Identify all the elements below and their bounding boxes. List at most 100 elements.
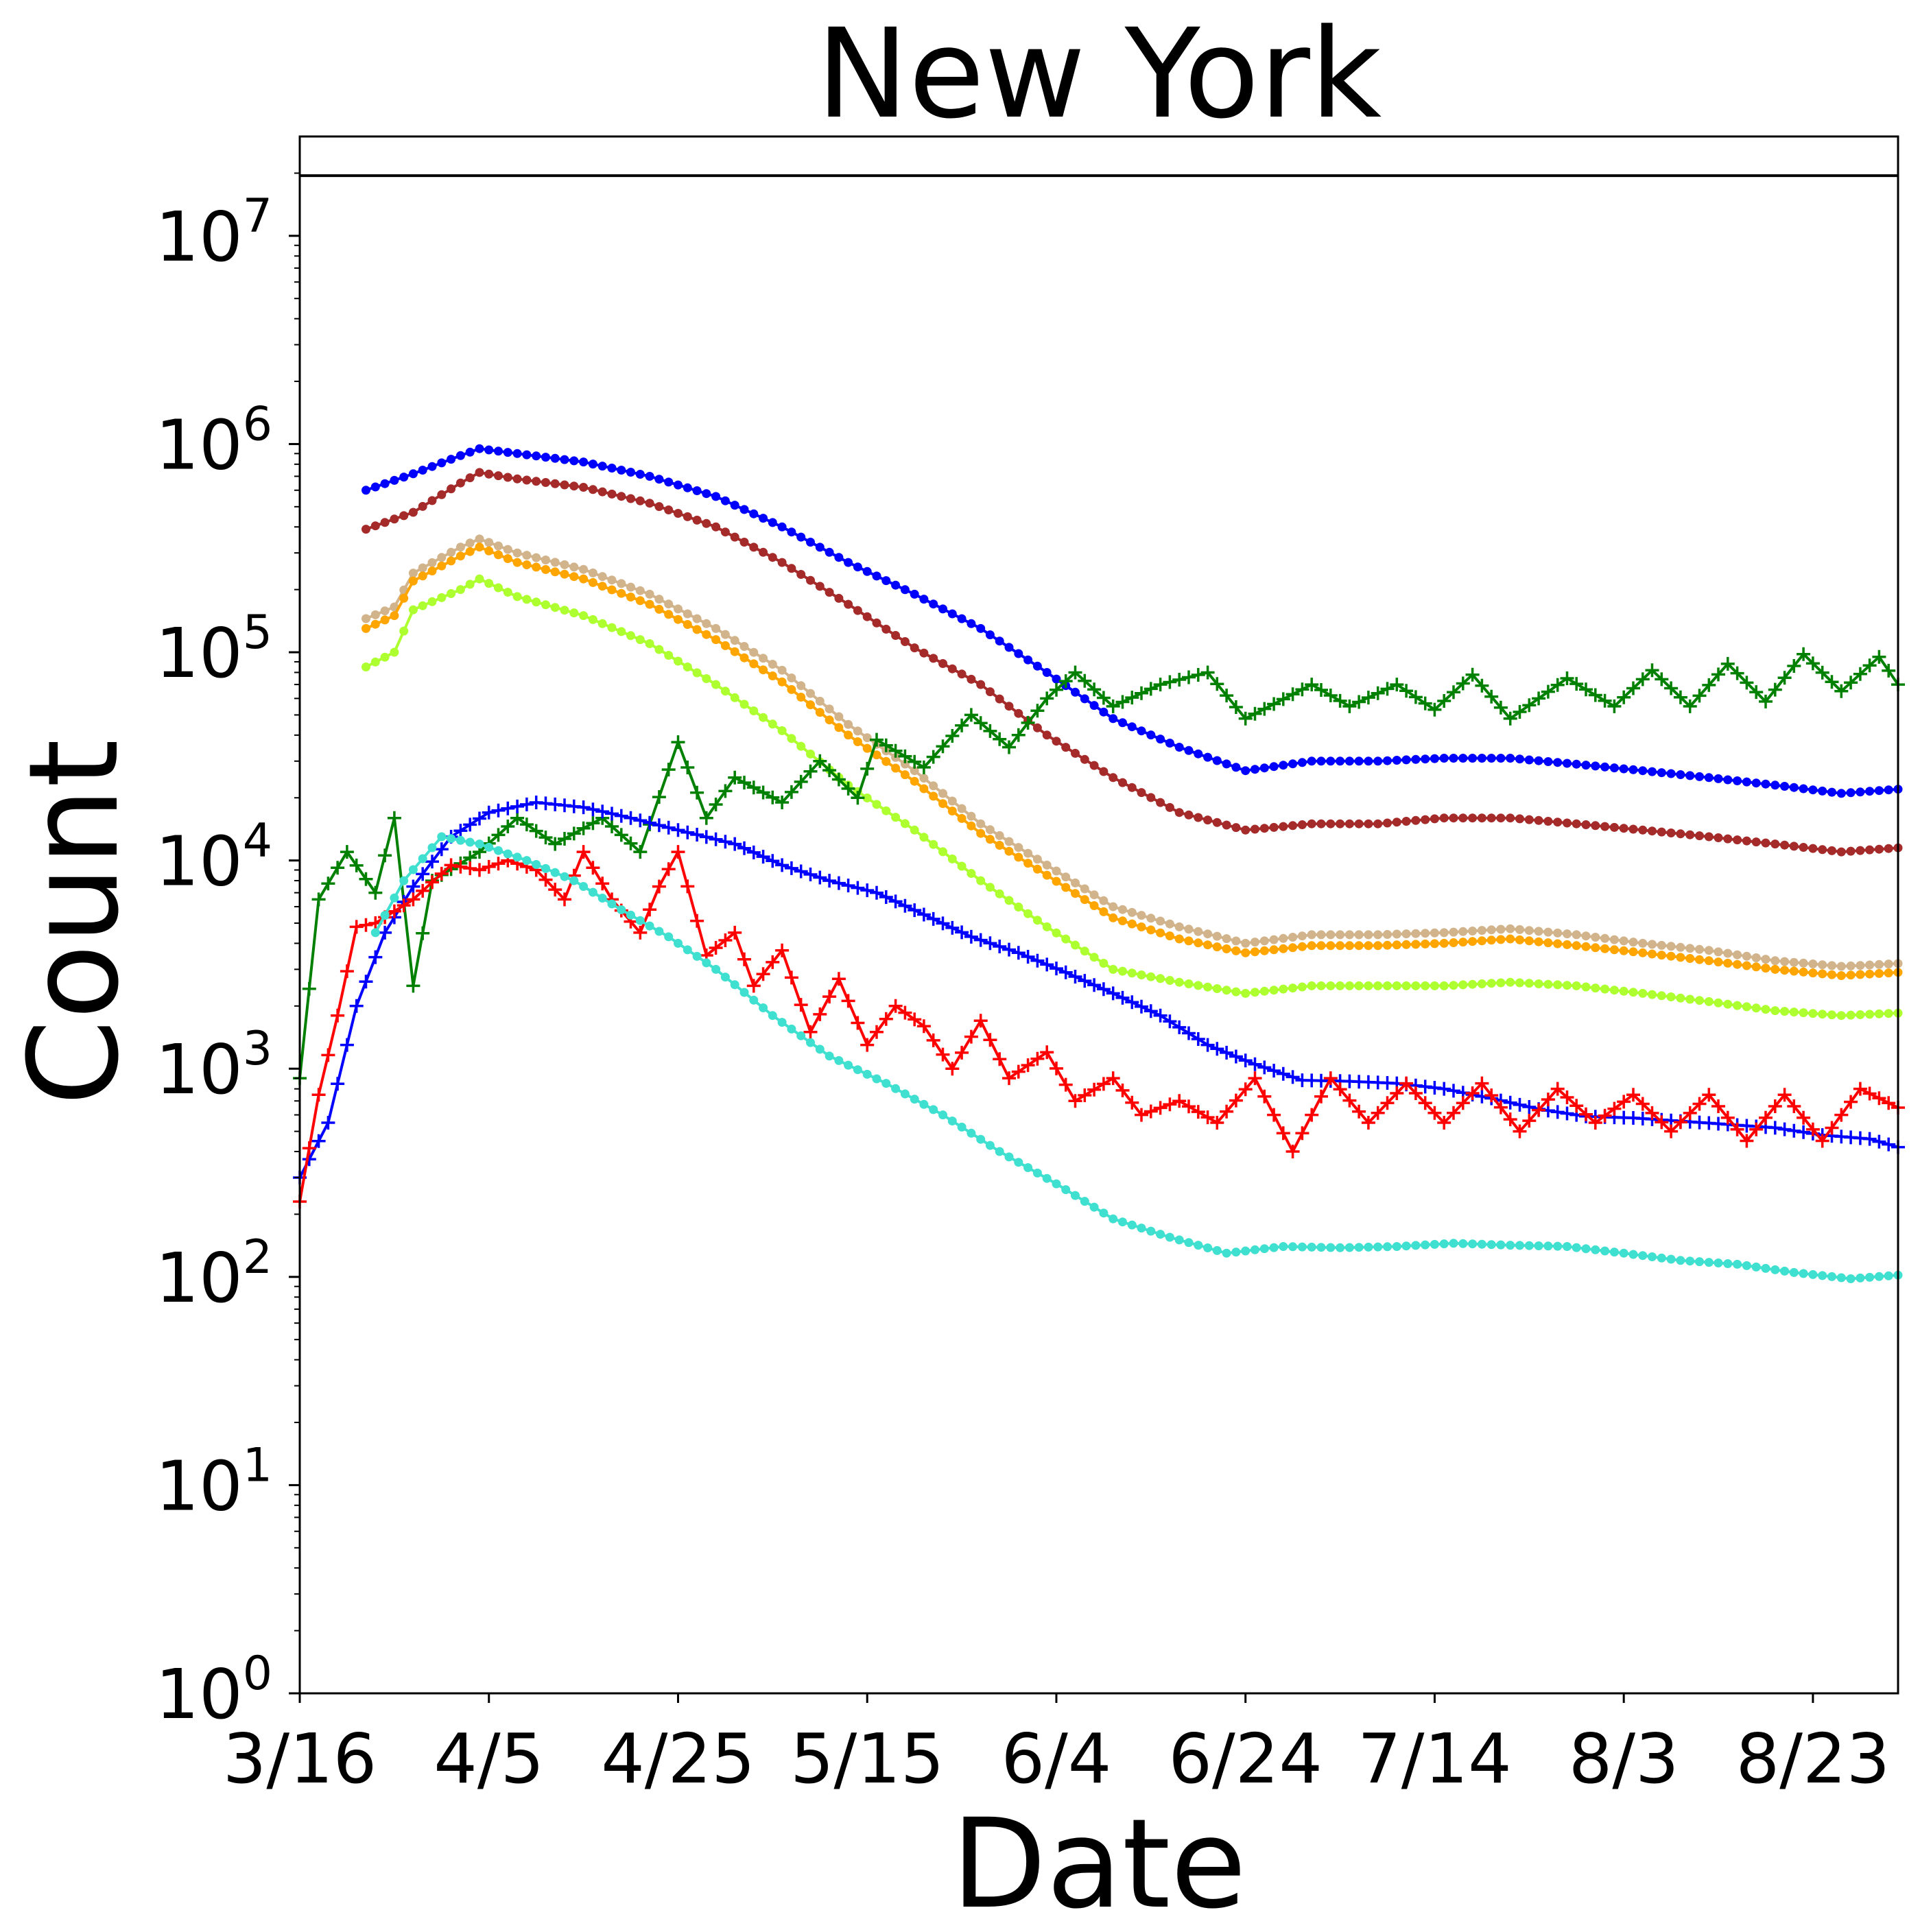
data-point: [1203, 1243, 1213, 1252]
data-point: [1184, 1238, 1194, 1248]
data-point: [1297, 942, 1307, 951]
data-point: [595, 876, 610, 891]
data-point: [844, 599, 853, 609]
data-point: [349, 920, 364, 934]
data-point: [938, 789, 947, 798]
data-point: [1522, 1114, 1537, 1128]
plot-area: [293, 174, 1905, 1283]
data-point: [718, 933, 733, 947]
data-point: [957, 614, 967, 623]
data-point: [447, 556, 456, 566]
data-point: [938, 659, 947, 668]
data-point: [503, 545, 512, 554]
data-point: [1061, 934, 1071, 944]
data-point: [1191, 1105, 1205, 1119]
data-point: [1184, 936, 1194, 946]
data-point: [699, 830, 713, 844]
data-point: [1591, 933, 1600, 942]
data-point: [1418, 696, 1432, 711]
data-point: [1720, 656, 1735, 671]
data-point: [674, 509, 683, 518]
data-point: [501, 820, 515, 833]
data-point: [888, 999, 903, 1013]
data-point: [1174, 977, 1184, 987]
data-point: [1099, 959, 1109, 968]
data-point: [1797, 647, 1811, 661]
data-point: [654, 927, 664, 936]
data-point: [1456, 1096, 1470, 1110]
data-point: [1259, 763, 1269, 773]
data-point: [538, 831, 553, 845]
data-point: [1238, 1053, 1253, 1068]
data-point: [860, 761, 875, 776]
data-point: [1411, 1241, 1421, 1250]
data-point: [1477, 936, 1486, 946]
data-point: [550, 558, 560, 567]
data-point: [1269, 935, 1279, 944]
data-point: [1609, 763, 1619, 773]
data-point: [633, 813, 648, 828]
data-point: [1846, 788, 1856, 798]
data-point: [711, 492, 721, 501]
data-point: [1468, 754, 1478, 763]
data-point: [455, 585, 465, 595]
data-point: [1704, 773, 1714, 783]
data-point: [1563, 929, 1572, 939]
data-point: [976, 819, 986, 828]
data-point: [1182, 670, 1196, 684]
data-point: [1174, 808, 1184, 818]
data-point: [1655, 1115, 1669, 1130]
data-point: [1323, 689, 1338, 702]
data-point: [1799, 843, 1808, 852]
data-point: [503, 473, 512, 482]
data-point: [872, 618, 881, 628]
data-point: [806, 575, 815, 585]
data-point: [1799, 1008, 1808, 1018]
data-point: [550, 603, 560, 612]
data-point: [900, 770, 910, 780]
data-point: [1759, 694, 1773, 708]
data-point: [1524, 815, 1534, 824]
data-point: [1172, 1020, 1187, 1034]
data-point: [891, 580, 901, 590]
data-point: [1645, 663, 1659, 678]
data-point: [1184, 810, 1194, 820]
data-point: [359, 918, 373, 932]
data-point: [1257, 1089, 1272, 1104]
data-point: [692, 614, 702, 623]
data-point: [919, 595, 929, 604]
data-point: [418, 563, 427, 573]
data-point: [1089, 953, 1099, 962]
data-point: [1109, 964, 1118, 974]
data-point: [390, 475, 399, 485]
data-point: [408, 508, 418, 517]
data-point: [853, 1065, 862, 1075]
data-point: [1475, 1076, 1489, 1090]
series-line: [298, 850, 1899, 1202]
data-point: [964, 1029, 978, 1044]
data-point: [1458, 754, 1468, 763]
data-point: [1342, 699, 1357, 713]
data-point: [1156, 735, 1165, 744]
data-point: [1572, 759, 1581, 769]
data-point: [1761, 838, 1770, 848]
data-point: [617, 466, 626, 475]
data-point: [1163, 1014, 1177, 1029]
data-point: [1827, 787, 1836, 797]
data-point: [437, 593, 447, 602]
data-point: [321, 1116, 335, 1130]
data-point: [916, 760, 931, 774]
data-point: [1862, 658, 1877, 673]
data-point: [1137, 911, 1146, 920]
data-point: [626, 631, 635, 641]
data-point: [624, 836, 638, 850]
data-point: [825, 588, 834, 597]
data-point: [1040, 691, 1054, 706]
plot-frame: [298, 135, 1899, 1695]
data-point: [973, 1014, 988, 1028]
data-point: [1165, 919, 1174, 929]
data-point: [1210, 677, 1224, 691]
data-point: [929, 839, 938, 849]
data-point: [730, 693, 739, 702]
data-point: [1373, 981, 1383, 990]
